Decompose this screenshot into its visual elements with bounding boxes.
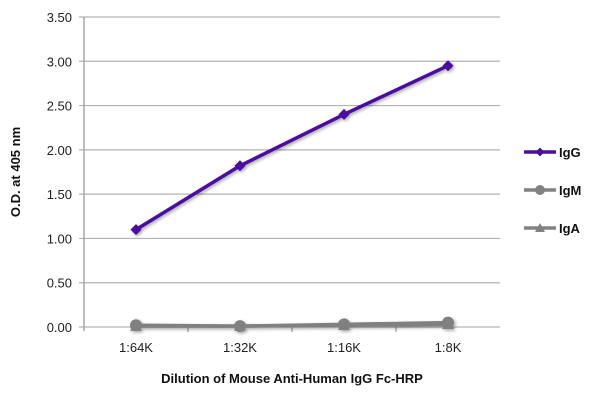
y-tick-label: 3.00 xyxy=(47,54,72,69)
triangle-marker-icon xyxy=(535,223,545,232)
legend-item-iga: IgA xyxy=(524,221,581,236)
x-axis-title: Dilution of Mouse Anti-Human IgG Fc-HRP xyxy=(161,371,423,386)
series-igg xyxy=(130,60,454,236)
diamond-marker-icon xyxy=(442,60,454,72)
x-tick-label: 1:64K xyxy=(119,340,153,355)
legend-label: IgA xyxy=(559,221,581,236)
circle-marker-icon xyxy=(234,320,246,333)
x-tick-label: 1:16K xyxy=(327,340,361,355)
series-line xyxy=(135,320,449,328)
legend-item-igg: IgG xyxy=(524,145,581,160)
diamond-marker-icon xyxy=(130,224,142,236)
legend: IgG IgM IgA xyxy=(524,145,581,236)
y-tick-label: 3.50 xyxy=(47,10,72,25)
y-tick-label: 1.00 xyxy=(47,231,72,246)
gridlines xyxy=(79,16,500,328)
legend-label: IgG xyxy=(559,145,581,160)
y-tick-label: 0.50 xyxy=(47,276,72,291)
circle-marker-icon xyxy=(338,318,350,331)
series-group xyxy=(130,60,454,333)
x-axis: 1:64K 1:32K 1:16K 1:8K xyxy=(119,327,462,355)
y-tick-label: 2.00 xyxy=(47,143,72,158)
y-axis: 0.00 0.50 1.00 1.50 2.00 2.50 3.00 3.50 xyxy=(47,10,85,335)
legend-item-igm: IgM xyxy=(524,183,581,198)
y-tick-label: 2.50 xyxy=(47,99,72,114)
y-tick-label: 1.50 xyxy=(47,187,72,202)
legend-label: IgM xyxy=(559,183,581,198)
circle-marker-icon xyxy=(442,316,454,329)
x-tick-label: 1:32K xyxy=(223,340,257,355)
series-igm xyxy=(130,316,454,333)
x-tick-label: 1:8K xyxy=(435,340,462,355)
y-axis-title: O.D. at 405 nm xyxy=(8,127,23,217)
series-line xyxy=(135,64,449,232)
y-tick-label: 0.00 xyxy=(47,320,72,335)
circle-marker-icon xyxy=(130,319,142,332)
diamond-marker-icon xyxy=(234,160,246,172)
circle-marker-icon xyxy=(535,185,545,195)
diamond-marker-icon xyxy=(338,108,350,120)
diamond-marker-icon xyxy=(535,147,545,157)
